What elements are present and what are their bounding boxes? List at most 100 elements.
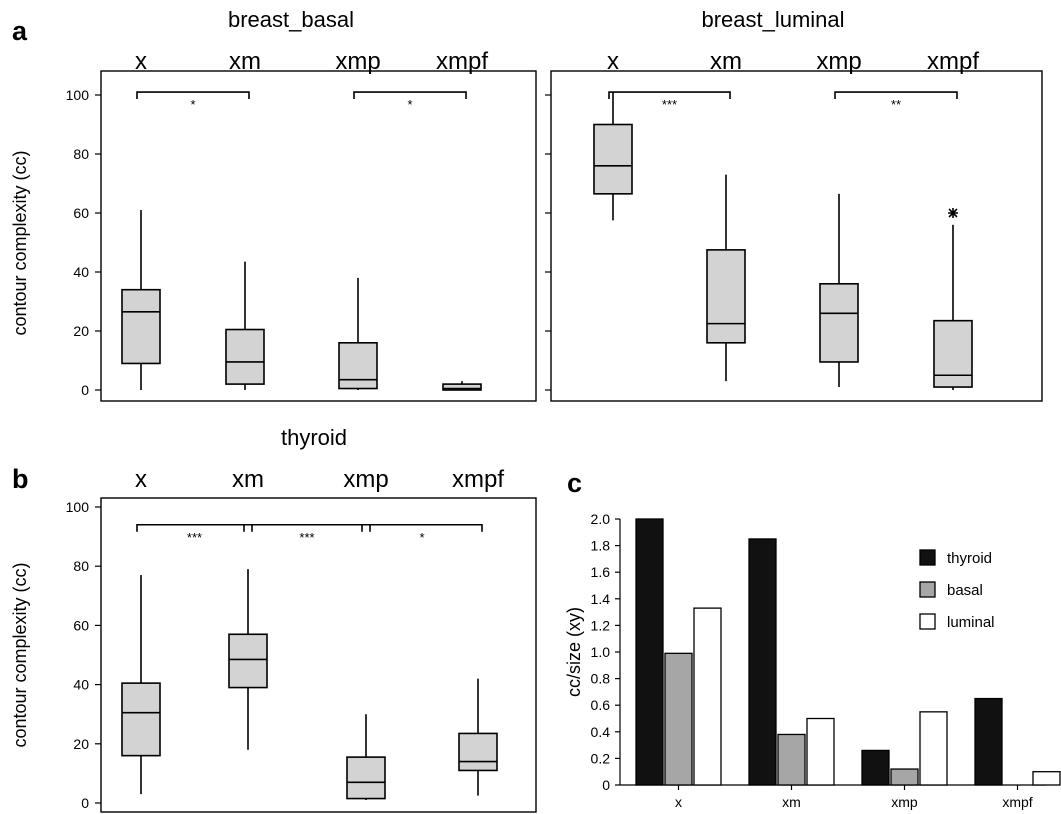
legend-label-thyroid: thyroid	[947, 550, 992, 567]
box-x	[121, 210, 161, 390]
y-tick-label: 1.2	[591, 617, 611, 633]
bar-basal-xm	[777, 733, 806, 786]
bar-thyroid-xmp	[861, 749, 890, 786]
bar-group-x	[635, 518, 722, 786]
box-x	[593, 92, 633, 221]
box-body	[593, 123, 633, 195]
box-body	[346, 756, 386, 800]
box-xmpf	[933, 208, 973, 390]
bar-thyroid-x	[635, 518, 664, 786]
significance-bracket	[243, 523, 371, 532]
significance-label: ***	[299, 530, 314, 545]
category-label: x	[135, 48, 147, 75]
category-label: xmpf	[452, 466, 504, 493]
box-xmp	[338, 277, 378, 390]
y-tick-label: 1.4	[591, 591, 611, 607]
box-xmpf	[442, 381, 482, 391]
box-body	[121, 682, 161, 757]
bar-group-xmpf	[974, 697, 1061, 786]
category-label: xmpf	[927, 48, 979, 75]
bar-thyroid-xmpf	[974, 697, 1003, 786]
significance-label: *	[419, 530, 424, 545]
y-tick-label: 1.8	[591, 538, 611, 554]
y-axis-label: contour complexity (cc)	[10, 562, 30, 747]
box-body	[442, 383, 482, 391]
plot-frame	[100, 70, 537, 402]
y-tick-label: 0	[602, 777, 610, 793]
category-label: xmp	[816, 48, 861, 75]
y-tick-label: 0.8	[591, 671, 611, 687]
y-tick-label: 80	[73, 558, 89, 574]
significance-bracket	[608, 91, 731, 100]
y-tick-label: 0	[81, 795, 89, 811]
panel-letter-b: b	[12, 464, 29, 494]
box-body	[338, 341, 378, 390]
y-axis-label: cc/size (xy)	[564, 607, 584, 697]
box-xm	[706, 174, 746, 382]
plot-title: breast_luminal	[701, 7, 844, 32]
significance-label: ***	[187, 530, 202, 545]
category-label: xmp	[343, 466, 388, 493]
panel-letter-a: a	[12, 16, 28, 46]
category-label: xmpf	[436, 48, 488, 75]
x-tick-label: xmpf	[1002, 794, 1032, 810]
category-label: xm	[229, 48, 261, 75]
outlier-marker	[948, 208, 958, 218]
category-label: xmp	[335, 48, 380, 75]
box-body	[458, 732, 498, 772]
significance-label: *	[190, 97, 195, 112]
legend-swatch-luminal	[919, 613, 936, 630]
box-body	[933, 319, 973, 388]
plot-title: breast_basal	[228, 7, 354, 32]
box-plot-b-2: thyroid x xm xmp xmpf 0 20 40 60 80 100 contour com…	[10, 425, 537, 813]
bar-luminal-xm	[806, 717, 835, 786]
box-body	[121, 288, 161, 365]
legend: thyroid basal luminal	[919, 549, 995, 631]
y-tick-label: 20	[73, 323, 89, 339]
plot-frame	[100, 497, 537, 813]
bar-group-xmp	[861, 711, 948, 786]
bar-basal-x	[664, 652, 693, 786]
y-tick-label: 100	[66, 87, 90, 103]
x-tick-label: xm	[782, 794, 801, 810]
y-tick-label: 2.0	[591, 511, 611, 527]
significance-bracket	[136, 91, 250, 100]
box-body	[819, 282, 859, 363]
box-body	[706, 249, 746, 344]
significance-label: **	[891, 97, 901, 112]
y-tick-label: 0.2	[591, 750, 611, 766]
bar-thyroid-xm	[748, 538, 777, 786]
y-tick-label: 1.0	[591, 644, 611, 660]
y-tick-label: 0.4	[591, 724, 611, 740]
significance-bracket	[361, 523, 483, 532]
y-tick-label: 100	[66, 499, 90, 515]
bar-group-xm	[748, 538, 835, 786]
legend-label-luminal: luminal	[947, 614, 995, 631]
bar-chart-c: 0 0.2 0.4 0.6 0.8 1.0 1.2 1.4 1.6 1.8 2.0 cc/size (…	[564, 511, 1061, 810]
category-label: xm	[232, 466, 264, 493]
bar-basal-xmp	[890, 768, 919, 786]
bar-luminal-xmpf	[1032, 771, 1061, 786]
y-tick-label: 1.6	[591, 564, 611, 580]
y-tick-label: 40	[73, 677, 89, 693]
x-tick-label: xmp	[891, 794, 918, 810]
x-tick-label: x	[675, 794, 682, 810]
bar-luminal-x	[693, 607, 722, 786]
y-axis-label: contour complexity (cc)	[10, 150, 30, 335]
box-xm	[228, 569, 268, 750]
y-tick-label: 0.6	[591, 697, 611, 713]
significance-bracket	[136, 523, 253, 532]
box-x	[121, 575, 161, 795]
plot-frame	[550, 70, 1043, 402]
y-tick-label: 60	[73, 617, 89, 633]
legend-swatch-thyroid	[919, 549, 936, 566]
panel-letter-c: c	[567, 468, 582, 498]
box-body	[225, 328, 265, 385]
significance-bracket	[834, 91, 958, 100]
significance-label: ***	[662, 97, 677, 112]
box-body	[228, 633, 268, 689]
y-tick-label: 20	[73, 736, 89, 752]
